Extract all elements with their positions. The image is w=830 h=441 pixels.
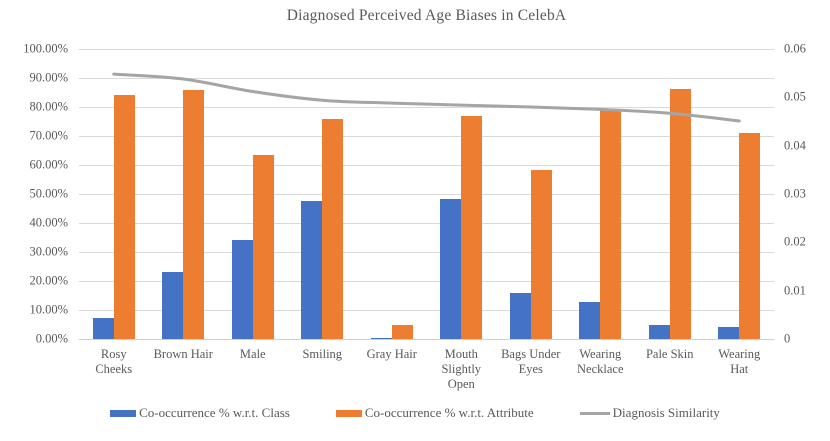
right-axis-tick-label: 0.01	[784, 283, 806, 298]
legend: Co-occurrence % w.r.t. Class Co-occurren…	[0, 405, 830, 421]
gridline	[79, 49, 774, 50]
gridline	[79, 281, 774, 282]
right-axis-tick-label: 0.03	[784, 186, 806, 201]
right-axis-tick-label: 0.02	[784, 234, 806, 249]
bar-attribute	[600, 110, 622, 339]
bar-attribute	[183, 89, 205, 339]
bar-attribute	[739, 133, 761, 339]
bar-class	[92, 318, 114, 339]
left-axis-tick-label: 100.00%	[23, 41, 68, 56]
left-axis-tick-label: 40.00%	[29, 215, 68, 230]
left-axis-tick-label: 80.00%	[29, 99, 68, 114]
right-axis-tick-label: 0.04	[784, 138, 806, 153]
left-axis-tick-label: 90.00%	[29, 70, 68, 85]
legend-item-attribute: Co-occurrence % w.r.t. Attribute	[335, 405, 534, 421]
right-axis-tick-label: 0.05	[784, 89, 806, 104]
bar-attribute	[391, 325, 413, 339]
bar-attribute	[322, 118, 344, 339]
right-axis-tick-label: 0.06	[784, 41, 806, 56]
x-axis-category-label: Wearing Hat	[718, 347, 761, 376]
bar-class	[579, 301, 601, 339]
bar-class	[162, 272, 184, 339]
bar-class	[301, 200, 323, 339]
right-axis-tick-label: 0	[784, 331, 791, 346]
x-axis-category-label: Bags Under Eyes	[501, 347, 561, 376]
x-axis-category-label: Brown Hair	[153, 347, 213, 361]
chart-title: Diagnosed Perceived Age Biases in CelebA	[286, 7, 567, 24]
x-axis-category-label: Mouth Slightly Open	[441, 347, 482, 391]
gridline	[79, 136, 774, 137]
gridline	[79, 310, 774, 311]
left-axis-tick-label: 20.00%	[29, 273, 68, 288]
gridline	[79, 78, 774, 79]
gridline	[79, 252, 774, 253]
bar-class	[718, 326, 740, 339]
x-axis-category-label: Rosy Cheeks	[95, 347, 133, 376]
x-axis-category-label: Smiling	[302, 347, 343, 361]
gridline	[79, 194, 774, 195]
legend-label-attribute: Co-occurrence % w.r.t. Attribute	[364, 405, 534, 420]
bar-class	[440, 198, 462, 339]
gridline	[79, 165, 774, 166]
x-axis-category-label: Pale Skin	[645, 347, 694, 361]
class-series-swatch	[110, 409, 137, 417]
left-axis-tick-label: 0.00%	[35, 331, 68, 346]
attribute-series-swatch	[335, 409, 362, 417]
bar-attribute	[530, 169, 552, 339]
legend-item-similarity: Diagnosis Similarity	[579, 405, 720, 421]
legend-item-class: Co-occurrence % w.r.t. Class	[110, 405, 290, 421]
x-axis-category-label: Gray Hair	[366, 347, 417, 361]
bar-attribute	[461, 115, 483, 339]
left-axis-tick-label: 60.00%	[29, 157, 68, 172]
legend-label-class: Co-occurrence % w.r.t. Class	[139, 405, 290, 420]
similarity-series-swatch	[579, 411, 610, 415]
x-axis-line	[79, 339, 774, 340]
bar-class	[509, 293, 531, 339]
left-axis-tick-label: 30.00%	[29, 244, 68, 259]
bar-class	[648, 325, 670, 339]
bar-class	[231, 240, 253, 339]
bar-attribute	[113, 94, 135, 339]
legend-label-similarity: Diagnosis Similarity	[612, 405, 720, 420]
gridline	[79, 107, 774, 108]
bar-class	[370, 337, 392, 339]
x-axis-category-label: Male	[239, 347, 266, 361]
bar-attribute	[252, 155, 274, 339]
left-axis-tick-label: 10.00%	[29, 302, 68, 317]
x-axis-category-label: Wearing Necklace	[577, 347, 624, 376]
gridline	[79, 223, 774, 224]
diagnosis-similarity-path	[112, 72, 741, 123]
bar-attribute	[669, 89, 691, 339]
left-axis-tick-label: 70.00%	[29, 128, 68, 143]
left-axis-tick-label: 50.00%	[29, 186, 68, 201]
